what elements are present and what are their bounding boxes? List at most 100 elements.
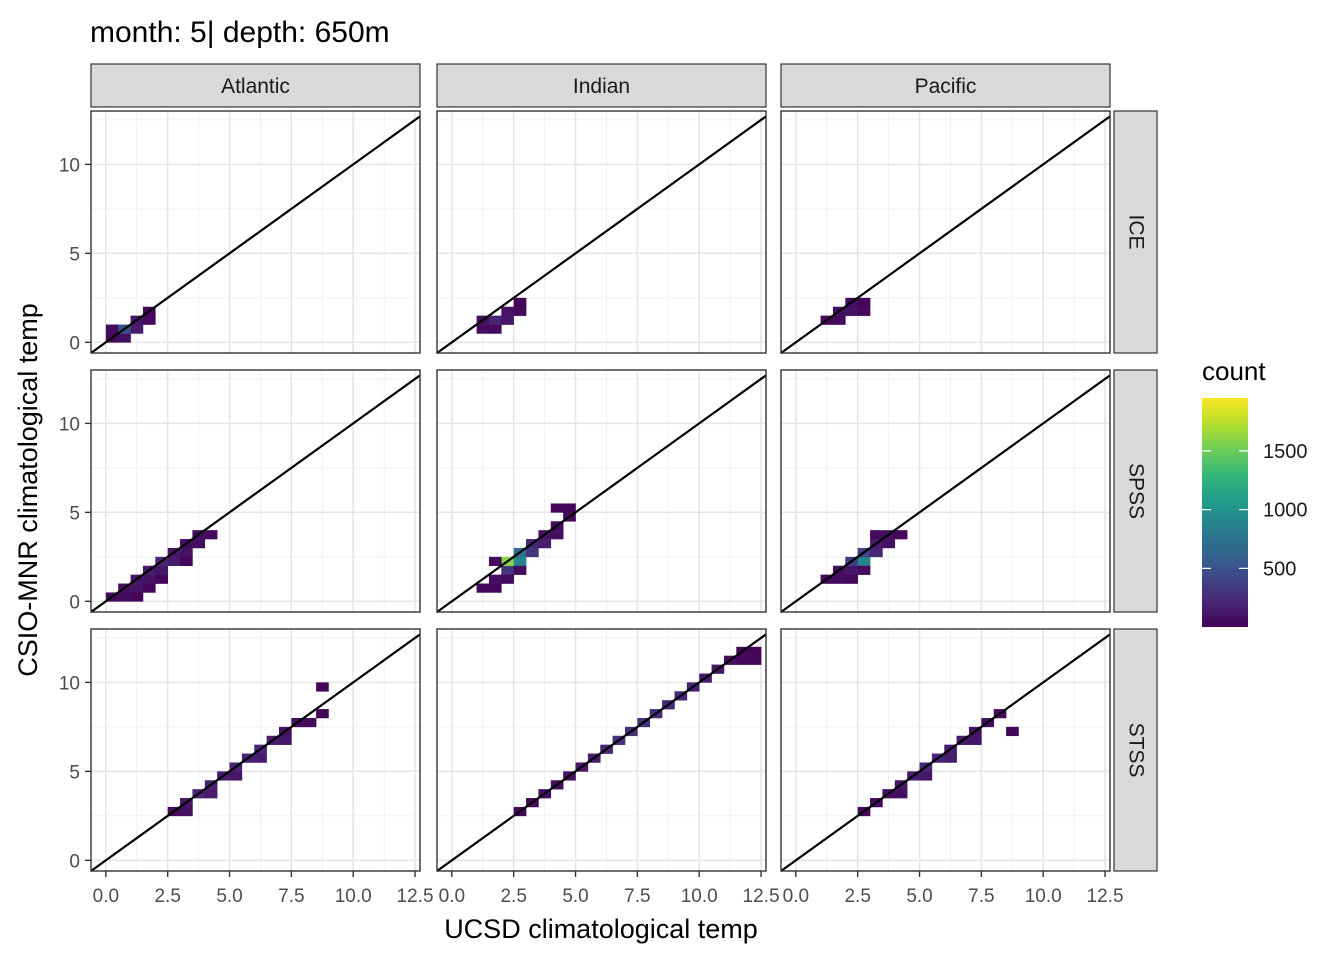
panel [436,110,767,354]
heatmap-cell [513,565,527,575]
legend-tick-label: 500 [1263,558,1296,580]
heatmap-cell [894,530,908,540]
heatmap-cell [142,315,156,325]
identity-line [90,633,421,872]
panel-border [780,369,1111,613]
heatmap-cell [488,583,502,593]
x-tick-label: 12.5 [1087,886,1124,907]
heatmap-cell [501,565,514,575]
heatmap-cell [130,583,144,593]
colorbar [1202,398,1248,627]
heatmap-cell [969,735,982,745]
x-tick-label: 7.5 [278,886,304,907]
x-axis-label: UCSD climatological temp [444,914,758,944]
chart-title: month: 5| depth: 650m [90,16,390,49]
column-strip [780,63,1111,108]
heatmap-cell [501,315,514,325]
heatmap-cell [488,324,502,334]
heatmap-cell [538,539,552,549]
identity-line [436,115,767,354]
heatmap-cell [748,655,762,665]
y-axis-label: CSIO-MNR climatological temp [13,303,43,677]
identity-line [436,633,767,872]
heatmap-cell [845,565,858,575]
heatmap-cell [316,682,329,692]
panel-border [90,628,421,872]
heatmap-cell [550,530,564,540]
y-tick-label: 5 [69,503,80,524]
y-tick-label: 5 [69,244,80,265]
heatmap-cell [894,789,908,799]
heatmap-cell [919,771,933,781]
heatmap-cell [204,789,218,799]
y-tick-label: 10 [59,155,80,176]
panel: 0 5 10 0.0 2.5 5.0 7.5 10.0 12.5 [59,628,434,907]
heatmap-cell [180,547,193,558]
panel-border [436,369,767,613]
row-strip-label: ICE [1124,214,1147,249]
heatmap-cell [303,717,317,728]
panel-grid: Atlantic Indian Pacific ICE SPSS STSS 0 5 10 0 5 10… [59,63,1158,907]
heatmap-cell [857,565,871,575]
heatmap-cell [254,753,267,763]
x-tick-label: 10.0 [681,886,718,907]
y-tick-label: 10 [59,673,80,694]
heatmap-cell [870,547,883,558]
heatmap-cell [118,592,131,602]
x-tick-label: 0.0 [93,886,119,907]
heatmap-cell [142,574,156,584]
heatmap-cell [845,306,858,316]
column-strip-label: Pacific [915,75,977,98]
heatmap-cell [142,583,156,593]
y-tick-label: 10 [59,414,80,435]
heatmap-cell [857,556,871,567]
heatmap-cell [229,771,243,781]
heatmap-cell [130,324,144,334]
heatmap-cell [180,806,193,817]
panel: 0.0 2.5 5.0 7.5 10.0 12.5 [436,628,780,907]
identity-line [780,374,1111,613]
heatmap-cell [501,574,514,584]
y-tick-label: 0 [69,333,80,354]
legend-tick-label: 1500 [1263,441,1308,463]
heatmap-cell [550,503,564,513]
heatmap-cell [857,297,871,308]
x-tick-label: 10.0 [1025,886,1062,907]
x-tick-label: 0.0 [783,886,809,907]
heatmap-cell [857,306,871,316]
heatmap-cell [832,315,846,325]
panel: 0 5 10 [59,369,421,613]
heatmap-cell [944,753,957,763]
panel-border [436,628,767,872]
heatmap-cell [488,315,502,325]
row-strip [1113,110,1158,354]
x-tick-label: 12.5 [743,886,780,907]
legend-title: count [1202,356,1266,386]
heatmap-cell [513,297,527,308]
heatmap-cell [155,574,168,584]
heatmap-cell [748,646,762,656]
heatmap-cell [845,574,858,584]
identity-line [90,374,421,613]
heatmap-cell [513,306,527,316]
panel-border [436,110,767,354]
x-tick-label: 5.0 [216,886,242,907]
x-tick-label: 7.5 [624,886,650,907]
row-strip [1113,628,1158,872]
row-strip [1113,369,1158,613]
column-strip [436,63,767,108]
heatmap-cell [488,556,502,567]
heatmap-cell [192,539,206,549]
heatmap-cell [105,324,119,334]
identity-line [780,115,1111,354]
y-tick-label: 5 [69,762,80,783]
heatmap-cell [476,324,490,334]
x-tick-label: 5.0 [906,886,932,907]
heatmap-cell [488,574,502,584]
color-legend: count 500 1000 1500 [1202,356,1308,627]
x-tick-label: 0.0 [439,886,465,907]
heatmap-cell [513,556,527,567]
column-strip [90,63,421,108]
panel-border [90,369,421,613]
heatmap-cell [832,574,846,584]
